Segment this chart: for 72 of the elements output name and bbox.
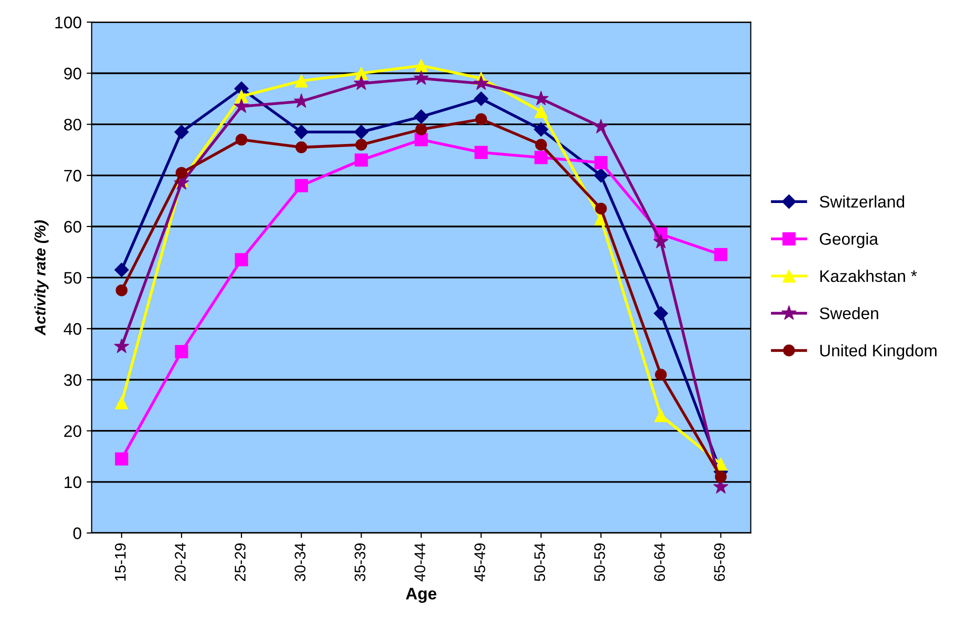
point [295,141,308,154]
point [595,202,607,215]
point [534,150,548,164]
point [474,146,488,160]
point [654,408,668,422]
point [116,284,128,296]
x-tick-label: 25-29 [234,543,246,582]
y-axis-title: Activity rate (%) [34,220,49,336]
point [594,156,608,170]
point [234,90,248,103]
x-tick-label: 65-69 [714,543,725,582]
x-tick-label: 35-39 [354,543,366,582]
y-tick-label: 90 [64,68,82,80]
point [414,70,429,85]
legend-label: Georgia [820,232,878,248]
point [415,124,428,136]
point [234,253,248,266]
point [234,98,250,113]
legend-label: Kazakhstan * [820,270,917,282]
point [236,134,248,146]
legend-label: Switzerland [820,195,904,208]
point [174,345,188,358]
legend-label: Sweden [820,307,878,320]
point [714,248,728,262]
y-tick-label: 80 [64,118,82,131]
point [354,75,369,90]
y-tick-label: 10 [64,476,82,488]
point [414,58,428,72]
point [354,124,369,140]
x-tick-label: 30-34 [294,543,306,582]
point [654,306,668,321]
point [115,396,128,410]
y-tick-label: 70 [64,170,82,182]
point [414,109,428,124]
point [475,113,488,126]
y-tick-label: 40 [64,323,82,335]
x-tick-label: 20-24 [174,543,186,582]
point [474,75,489,90]
point [114,262,129,278]
point [176,166,188,179]
point [114,338,130,354]
y-tick-label: 50 [64,272,82,284]
point [174,124,189,140]
y-tick-label: 100 [55,16,82,28]
x-tick-label: 45-49 [474,543,486,582]
point [654,368,667,381]
y-tick-label: 30 [64,374,82,386]
x-tick-label: 50-59 [594,543,606,582]
point [535,138,547,151]
point [534,122,548,137]
point [115,452,128,466]
point [354,153,368,167]
x-tick-label: 40-44 [414,543,426,582]
point [593,118,609,134]
point [474,92,488,106]
point [414,133,428,146]
point [294,74,308,88]
x-axis-title: Age [406,588,436,603]
y-tick-label: 20 [64,425,82,438]
y-tick-label: 60 [64,220,82,233]
x-tick-label: 15-19 [114,543,126,581]
point [534,104,548,118]
point [653,234,668,248]
point [294,124,309,140]
x-tick-label: 50-54 [534,543,546,582]
point [355,138,368,151]
y-tick-label: 0 [73,527,82,540]
legend-label: United Kingdom [820,344,936,360]
x-tick-label: 60-64 [654,543,665,582]
point [294,179,308,192]
point [594,168,608,183]
point [354,66,368,80]
